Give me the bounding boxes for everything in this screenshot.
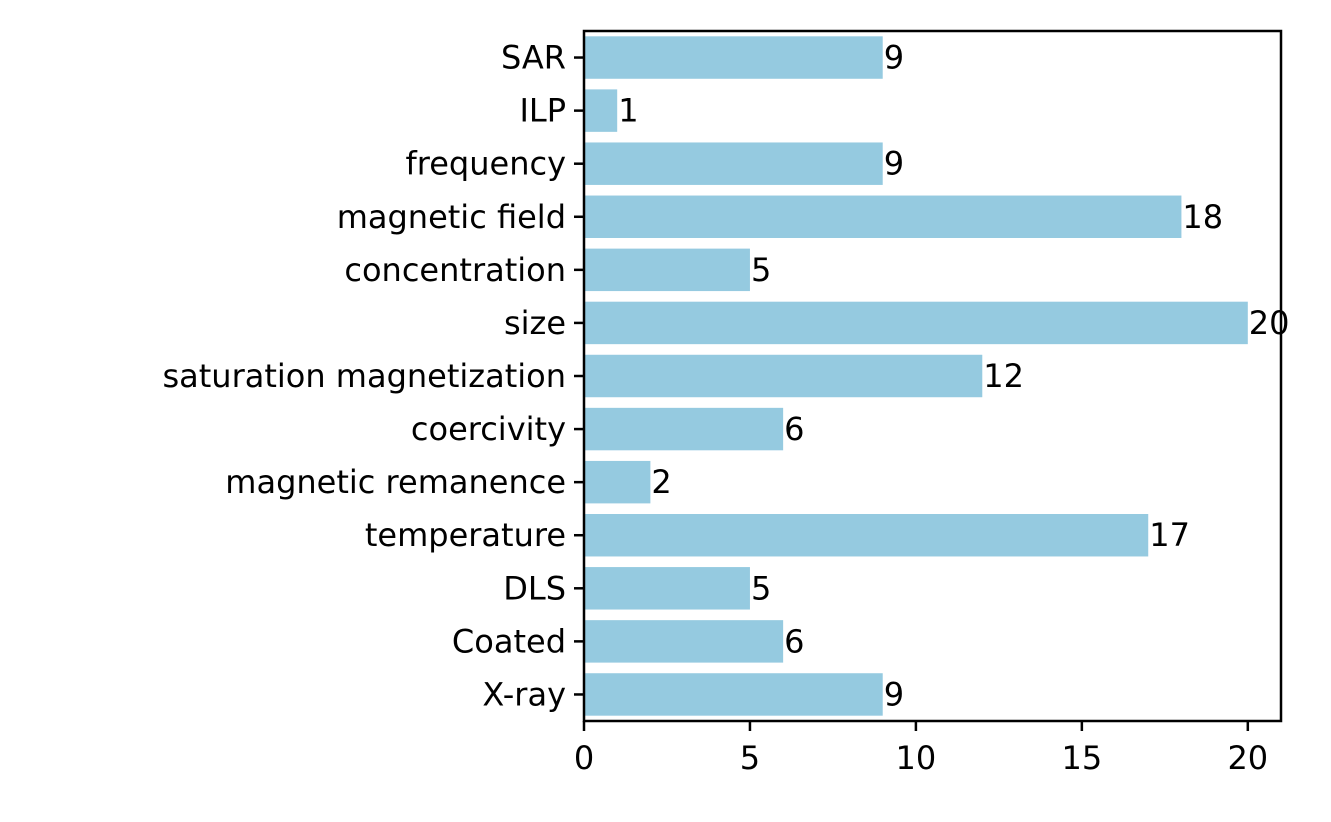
category-label: ILP [519, 92, 566, 130]
x-tick-label: 10 [896, 739, 937, 777]
x-axis: 0 5 10 15 20 [574, 721, 1268, 777]
bar [584, 514, 1149, 557]
category-label: coercivity [411, 410, 566, 448]
bar [584, 248, 750, 292]
category-label: Coated [452, 622, 566, 660]
bar [584, 460, 651, 504]
bar [584, 36, 883, 79]
category-label: concentration [344, 251, 566, 289]
bar [584, 142, 883, 185]
category-label: X-ray [482, 675, 566, 713]
bar [584, 620, 784, 663]
value-label: 12 [983, 357, 1024, 395]
value-label: 9 [884, 145, 904, 183]
bar [584, 567, 750, 610]
bars-group [584, 36, 1248, 716]
category-label: DLS [503, 569, 566, 607]
value-label: 9 [884, 675, 904, 713]
bar [584, 89, 618, 132]
bar [584, 301, 1248, 345]
y-axis: SAR ILP frequency magnetic field concentrati… [162, 39, 584, 713]
value-label: 20 [1249, 304, 1290, 342]
value-label: 5 [751, 569, 771, 607]
value-label: 5 [751, 251, 771, 289]
value-label: 18 [1182, 198, 1223, 236]
value-label: 6 [784, 622, 804, 660]
x-tick-label: 15 [1061, 739, 1102, 777]
value-label: 1 [618, 92, 638, 130]
category-label: magnetic remanence [225, 463, 566, 501]
category-label: magnetic field [337, 198, 566, 236]
bar [584, 354, 983, 398]
category-label: temperature [365, 516, 566, 554]
category-label: frequency [406, 145, 567, 183]
value-label: 6 [784, 410, 804, 448]
category-label: saturation magnetization [162, 357, 566, 395]
x-tick-label: 5 [740, 739, 760, 777]
value-label: 9 [884, 39, 904, 77]
category-label: SAR [501, 39, 566, 77]
x-tick-label: 20 [1227, 739, 1268, 777]
bar [584, 673, 883, 716]
bar [584, 195, 1182, 238]
bar [584, 407, 784, 451]
category-label: size [504, 304, 566, 342]
x-tick-label: 0 [574, 739, 594, 777]
value-label: 17 [1149, 516, 1190, 554]
value-label: 2 [651, 463, 671, 501]
